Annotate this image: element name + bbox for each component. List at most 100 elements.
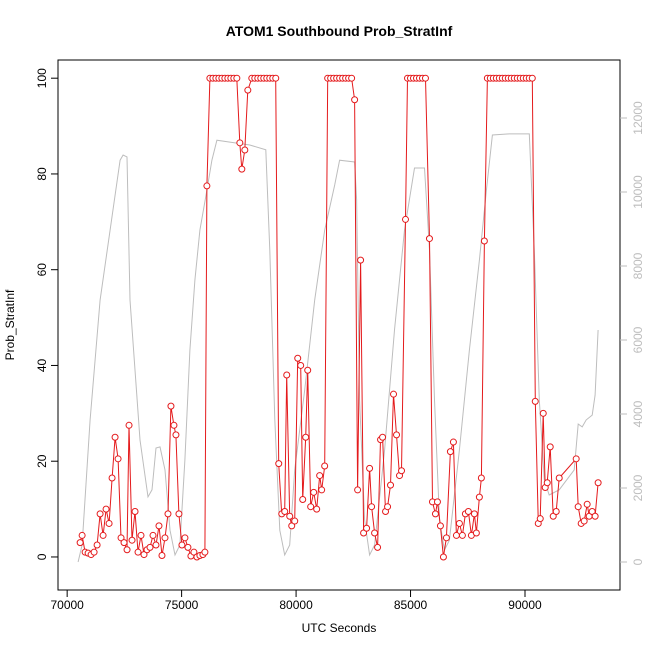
data-point — [155, 522, 163, 530]
data-point — [175, 510, 183, 518]
y-tick-label: 0 — [35, 553, 49, 560]
data-point — [128, 536, 136, 544]
data-point — [238, 165, 246, 173]
data-point — [464, 507, 472, 515]
data-point — [108, 474, 116, 482]
y2-tick-label: 8000 — [631, 252, 645, 279]
data-point — [236, 139, 244, 147]
data-point — [354, 486, 362, 494]
data-point — [555, 474, 563, 482]
x-tick-label: 90000 — [508, 598, 542, 612]
y2-tick-label: 10000 — [631, 175, 645, 209]
data-point — [379, 433, 387, 441]
y2-tick-label: 0 — [631, 558, 645, 565]
data-point — [105, 519, 113, 527]
data-point — [134, 548, 142, 556]
data-point — [297, 361, 305, 369]
data-point — [321, 462, 329, 470]
data-point — [181, 534, 189, 542]
data-point — [172, 431, 180, 439]
data-point — [281, 507, 289, 515]
data-point — [552, 507, 560, 515]
x-tick-label: 85000 — [394, 598, 428, 612]
data-point — [137, 531, 145, 539]
chart-title: ATOM1 Southbound Prob_StratInf — [226, 23, 453, 39]
data-point — [539, 409, 547, 417]
data-point — [470, 510, 478, 518]
data-point — [272, 74, 280, 82]
x-tick-label: 70000 — [50, 598, 84, 612]
y-axis-label: Prob_StratInf — [3, 289, 17, 360]
data-point — [398, 467, 406, 475]
y-tick-label: 100 — [35, 68, 49, 88]
y-tick-label: 40 — [35, 358, 49, 372]
data-point — [436, 522, 444, 530]
data-point — [78, 531, 86, 539]
data-point — [164, 510, 172, 518]
data-point — [421, 74, 429, 82]
data-point — [286, 512, 294, 520]
data-point — [536, 515, 544, 523]
data-point — [275, 460, 283, 468]
data-point — [170, 421, 178, 429]
data-point — [574, 503, 582, 511]
data-point — [161, 534, 169, 542]
data-point — [402, 215, 410, 223]
data-point — [452, 531, 460, 539]
data-point — [302, 433, 310, 441]
y2-tick-label: 6000 — [631, 326, 645, 353]
data-point — [291, 517, 299, 525]
data-point — [307, 503, 315, 511]
data-line — [77, 133, 599, 563]
data-point — [99, 531, 107, 539]
data-point — [583, 500, 591, 508]
x-tick-label: 75000 — [165, 598, 199, 612]
data-point — [318, 486, 326, 494]
y-tick-label: 80 — [35, 167, 49, 181]
data-point — [149, 531, 157, 539]
data-point — [146, 543, 154, 551]
data-point — [304, 366, 312, 374]
data-point — [572, 455, 580, 463]
data-point — [431, 510, 439, 518]
data-point — [201, 548, 209, 556]
data-point — [158, 552, 166, 560]
y2-tick-label: 2000 — [631, 474, 645, 501]
data-point — [152, 541, 160, 549]
data-point — [123, 546, 131, 554]
data-point — [449, 438, 457, 446]
data-point — [543, 479, 551, 487]
data-point — [594, 479, 602, 487]
data-point — [241, 146, 249, 154]
data-point — [442, 534, 450, 542]
data-point — [310, 488, 318, 496]
data-point — [546, 443, 554, 451]
data-point — [351, 96, 359, 104]
data-point — [131, 507, 139, 515]
y-tick-label: 20 — [35, 454, 49, 468]
y2-tick-label: 12000 — [631, 101, 645, 135]
data-point — [531, 397, 539, 405]
data-point — [363, 524, 371, 532]
data-point — [76, 539, 84, 547]
data-point — [96, 510, 104, 518]
data-point — [366, 464, 374, 472]
data-point — [439, 553, 447, 561]
data-point — [458, 531, 466, 539]
data-point — [114, 455, 122, 463]
x-axis-label: UTC Seconds — [302, 621, 377, 635]
data-point — [387, 481, 395, 489]
data-point — [368, 503, 376, 511]
data-point — [455, 519, 463, 527]
data-point — [283, 371, 291, 379]
data-point — [178, 541, 186, 549]
data-point — [299, 496, 307, 504]
y2-tick-label: 4000 — [631, 400, 645, 427]
data-point — [393, 431, 401, 439]
data-point — [357, 256, 365, 264]
data-point — [316, 472, 324, 480]
data-point — [384, 503, 392, 511]
data-point — [120, 539, 128, 547]
